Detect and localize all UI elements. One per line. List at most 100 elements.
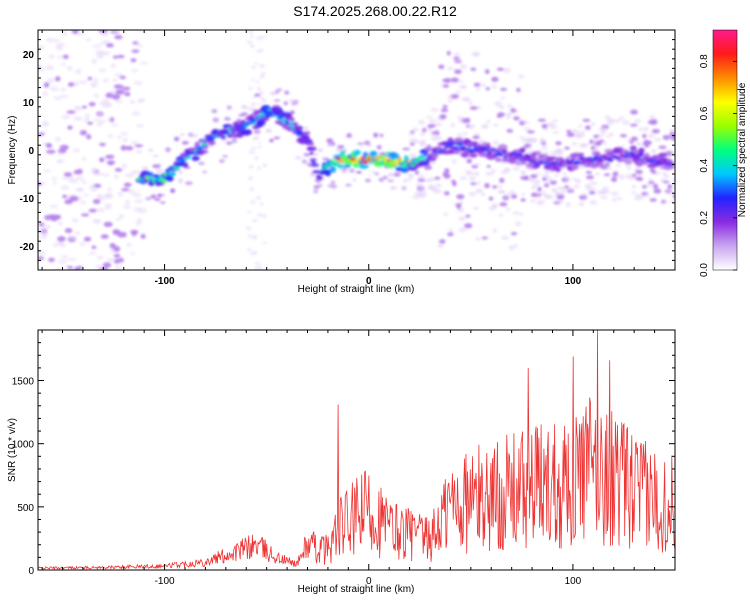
- spectrogram-ylabel: Frequency (Hz): [7, 116, 18, 185]
- spectrogram-cell: [412, 127, 420, 132]
- spectrogram-cell: [309, 172, 316, 177]
- spectrogram-cell: [337, 164, 345, 169]
- spectrogram-cell: [174, 166, 181, 170]
- spectrogram-cell: [430, 108, 439, 112]
- spectrogram-cell: [528, 177, 534, 181]
- spectrogram-cell: [97, 111, 104, 118]
- spectrogram-cell: [38, 228, 43, 232]
- spectrogram-cell: [463, 131, 468, 136]
- spectrogram-cell: [291, 102, 298, 106]
- spectrogram-cell: [430, 186, 438, 192]
- spectrogram-cell: [505, 207, 511, 211]
- spectrogram-cell: [425, 115, 434, 119]
- spectrogram-cell: [309, 158, 317, 162]
- spectrogram-cell: [456, 116, 464, 120]
- spectrogram-cell: [88, 251, 97, 256]
- spectrogram-cell: [47, 77, 55, 84]
- spectrogram-cell: [593, 134, 600, 138]
- spectrogram-cell: [518, 74, 525, 79]
- spectrogram-cell: [69, 236, 78, 241]
- spectrogram-cell: [326, 138, 334, 143]
- spectrogram-cell: [256, 146, 262, 149]
- spectrogram-cell: [145, 197, 152, 201]
- spectrogram-cell: [100, 32, 109, 37]
- spectrogram-cell: [259, 115, 266, 119]
- spectrogram-cell: [442, 104, 448, 109]
- spectrogram-cell: [258, 141, 262, 144]
- spectrogram-cell: [243, 129, 252, 136]
- spectrogram-cell: [38, 45, 46, 50]
- spectrogram-cell: [301, 159, 308, 164]
- y-tick-label: 0: [28, 566, 34, 577]
- spectrogram-cell: [134, 199, 144, 204]
- spectrogram-cell: [508, 190, 516, 195]
- spectrogram-cell: [501, 235, 510, 240]
- spectrogram-cell: [541, 123, 548, 129]
- spectrogram-cell: [379, 152, 387, 157]
- spectrogram-cell: [420, 130, 426, 137]
- spectrogram-cell: [236, 118, 241, 123]
- spectrogram-cell: [269, 138, 274, 143]
- spectrogram-cell: [259, 75, 265, 79]
- spectrogram-cell: [127, 188, 135, 195]
- spectrogram-cell: [634, 118, 642, 124]
- spectrogram-cell: [636, 176, 644, 182]
- spectrogram-cell: [88, 208, 98, 213]
- spectrogram-cell: [472, 51, 480, 56]
- spectrogram-cell: [154, 198, 161, 201]
- spectrogram-cell: [500, 87, 507, 91]
- spectrogram-cell: [56, 159, 63, 164]
- spectrogram-cell: [459, 64, 468, 69]
- spectrogram-cell: [122, 205, 132, 210]
- spectrogram-cell: [630, 136, 638, 141]
- spectrogram-cell: [611, 191, 619, 196]
- spectrogram-cell: [523, 175, 530, 181]
- spectrogram-cell: [420, 141, 427, 147]
- spectrogram-cell: [613, 119, 621, 123]
- colorbar-tick-label: 0.8: [699, 54, 710, 68]
- spectrogram-cell: [474, 171, 480, 176]
- spectrogram-cell: [549, 124, 557, 130]
- spectrogram-cell: [52, 181, 58, 185]
- x-tick-label: -100: [155, 276, 175, 287]
- spectrogram-cell: [87, 121, 93, 125]
- spectrogram-cell: [162, 179, 168, 184]
- spectrogram-cell: [185, 181, 193, 185]
- spectrogram-cell: [625, 165, 632, 170]
- spectrogram-cell: [107, 187, 112, 192]
- spectrogram-cell: [150, 194, 157, 199]
- spectrogram-cell: [654, 137, 662, 142]
- spectrogram-cell: [522, 120, 530, 125]
- spectrogram-cell: [486, 154, 497, 160]
- spectrogram-cell: [423, 165, 433, 170]
- spectrogram-cell: [654, 171, 662, 175]
- spectrogram-cell: [88, 102, 96, 107]
- spectrogram-cell: [669, 128, 675, 132]
- spectrogram-cell: [255, 115, 260, 120]
- y-tick-label: 500: [17, 503, 34, 514]
- spectrogram-cell: [648, 181, 655, 185]
- spectrogram-cell: [634, 196, 641, 201]
- spectrogram-cell: [497, 144, 508, 151]
- spectrogram-cell: [96, 54, 104, 60]
- spectrogram-cell: [456, 194, 465, 200]
- spectrogram-cell: [520, 170, 527, 174]
- spectrogram-cell: [519, 147, 526, 154]
- spectrogram-cell: [130, 169, 141, 175]
- spectrogram-cell: [255, 196, 261, 200]
- spectrogram-cell: [329, 166, 337, 173]
- spectrogram-cell: [113, 30, 119, 35]
- spectrogram-cell: [43, 82, 50, 88]
- spectrogram-cell: [506, 104, 513, 108]
- spectrogram-cell: [667, 184, 673, 190]
- spectrogram-cell: [344, 163, 351, 169]
- spectrogram-cell: [502, 149, 507, 154]
- spectrogram-cell: [92, 44, 102, 48]
- spectrogram-cell: [120, 145, 127, 151]
- spectrogram-cell: [253, 237, 257, 240]
- spectrogram-cell: [259, 202, 264, 206]
- spectrogram-cell: [248, 176, 254, 181]
- spectrogram-cell: [212, 117, 219, 123]
- spectrogram-cell: [121, 188, 130, 192]
